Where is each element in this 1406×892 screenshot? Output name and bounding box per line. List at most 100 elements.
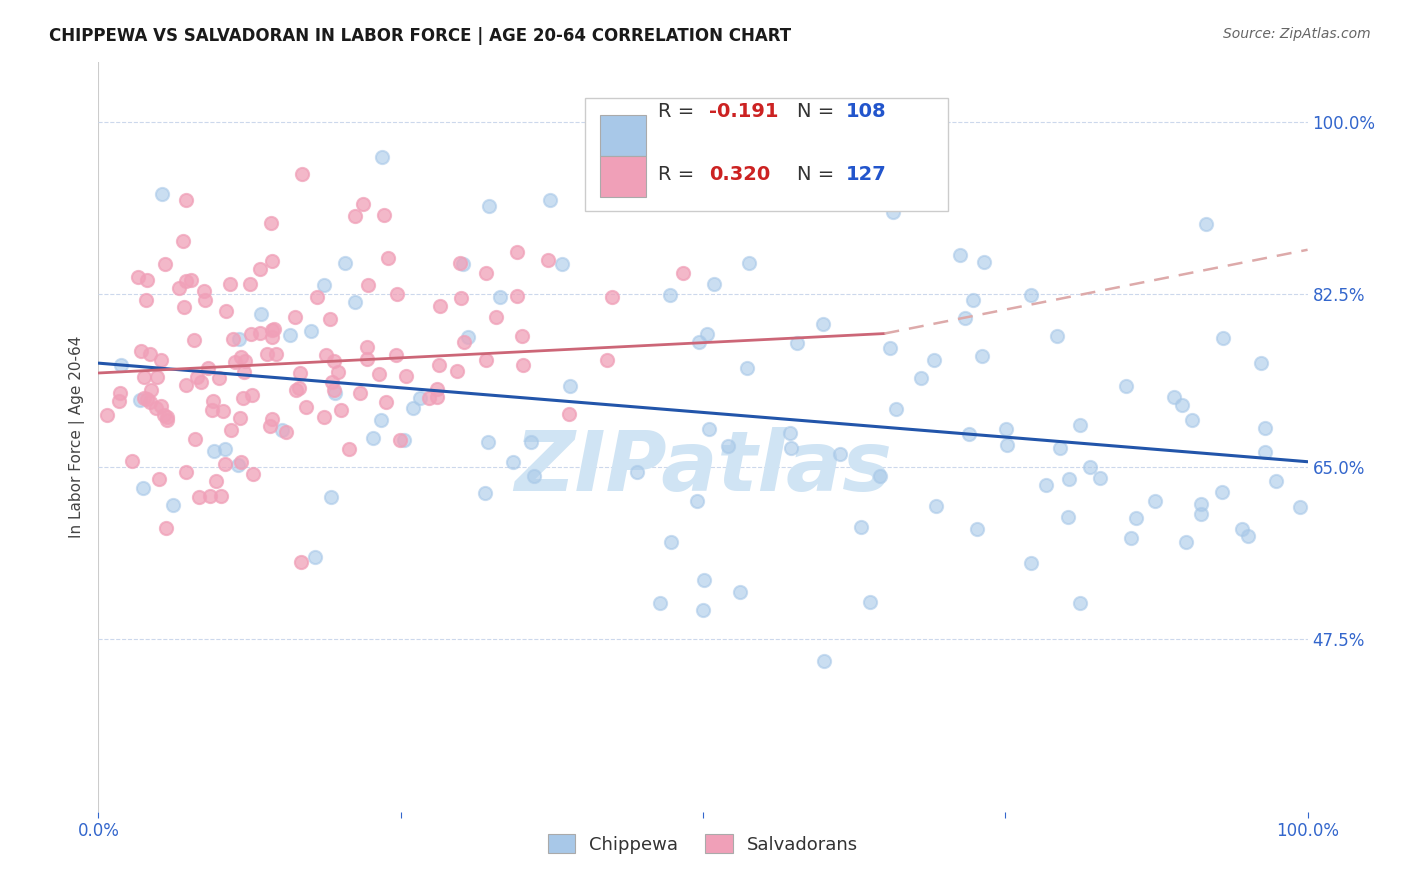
Point	[688, 335, 710, 350]
Point	[925, 499, 948, 513]
Point	[685, 494, 707, 508]
Point	[558, 407, 581, 421]
Point	[270, 423, 292, 437]
Point	[284, 310, 307, 325]
Point	[813, 654, 835, 668]
Point	[1211, 485, 1233, 500]
Point	[1163, 390, 1185, 404]
Point	[180, 273, 202, 287]
Point	[326, 365, 349, 379]
Point	[226, 458, 249, 472]
Point	[626, 466, 648, 480]
Text: 0.320: 0.320	[709, 165, 770, 185]
Point	[304, 549, 326, 564]
Point	[558, 378, 581, 392]
Point	[1189, 507, 1212, 521]
Point	[1289, 500, 1312, 514]
Point	[1119, 531, 1142, 545]
Point	[830, 447, 852, 461]
Point	[242, 467, 264, 481]
Point	[994, 422, 1017, 436]
Point	[478, 199, 501, 213]
Point	[108, 386, 131, 401]
Point	[1189, 496, 1212, 510]
Point	[368, 367, 391, 381]
Point	[249, 262, 271, 277]
Point	[882, 187, 904, 202]
FancyBboxPatch shape	[585, 97, 949, 211]
Point	[972, 349, 994, 363]
Point	[228, 332, 250, 346]
Point	[148, 472, 170, 486]
Point	[717, 439, 740, 453]
Point	[703, 277, 725, 292]
Text: 127: 127	[845, 165, 886, 185]
Point	[173, 300, 195, 314]
Point	[256, 347, 278, 361]
Point	[884, 402, 907, 417]
Point	[373, 209, 395, 223]
Point	[146, 370, 169, 384]
Point	[477, 435, 499, 450]
Point	[375, 395, 398, 409]
Point	[1254, 421, 1277, 435]
Point	[730, 584, 752, 599]
Point	[214, 304, 236, 318]
Text: N =: N =	[797, 102, 841, 120]
Text: R =: R =	[658, 102, 700, 120]
Point	[155, 257, 177, 271]
Point	[239, 277, 262, 291]
Point	[1264, 474, 1286, 488]
Point	[129, 392, 152, 407]
Point	[285, 383, 308, 397]
Point	[260, 323, 283, 337]
Point	[973, 255, 995, 269]
Point	[325, 386, 347, 401]
Point	[323, 353, 346, 368]
Point	[849, 520, 872, 534]
Point	[966, 522, 988, 536]
Point	[315, 348, 337, 362]
Point	[474, 485, 496, 500]
Point	[692, 573, 714, 587]
Point	[205, 475, 228, 489]
Point	[193, 293, 215, 307]
Point	[357, 277, 380, 292]
Point	[228, 411, 250, 425]
Point	[506, 289, 529, 303]
Point	[869, 468, 891, 483]
Point	[240, 388, 263, 402]
Point	[957, 426, 980, 441]
Point	[395, 368, 418, 383]
Point	[1019, 556, 1042, 570]
Point	[323, 383, 346, 397]
Point	[377, 252, 399, 266]
Point	[389, 433, 412, 447]
Point	[129, 343, 152, 358]
Point	[512, 358, 534, 372]
Point	[321, 376, 343, 390]
Point	[263, 322, 285, 336]
Point	[121, 454, 143, 468]
Point	[312, 278, 335, 293]
Point	[184, 432, 207, 446]
Point	[107, 394, 129, 409]
Point	[955, 311, 977, 326]
Text: Source: ZipAtlas.com: Source: ZipAtlas.com	[1223, 27, 1371, 41]
Point	[260, 254, 283, 268]
Point	[232, 391, 254, 405]
Point	[1236, 529, 1258, 543]
Point	[1254, 444, 1277, 458]
Point	[288, 367, 311, 381]
Point	[735, 360, 758, 375]
Point	[1250, 356, 1272, 370]
Point	[475, 266, 498, 280]
Point	[692, 603, 714, 617]
Point	[506, 245, 529, 260]
Point	[385, 348, 408, 362]
Point	[1171, 398, 1194, 412]
Point	[337, 442, 360, 457]
Point	[426, 383, 449, 397]
Point	[127, 269, 149, 284]
Point	[427, 358, 450, 372]
